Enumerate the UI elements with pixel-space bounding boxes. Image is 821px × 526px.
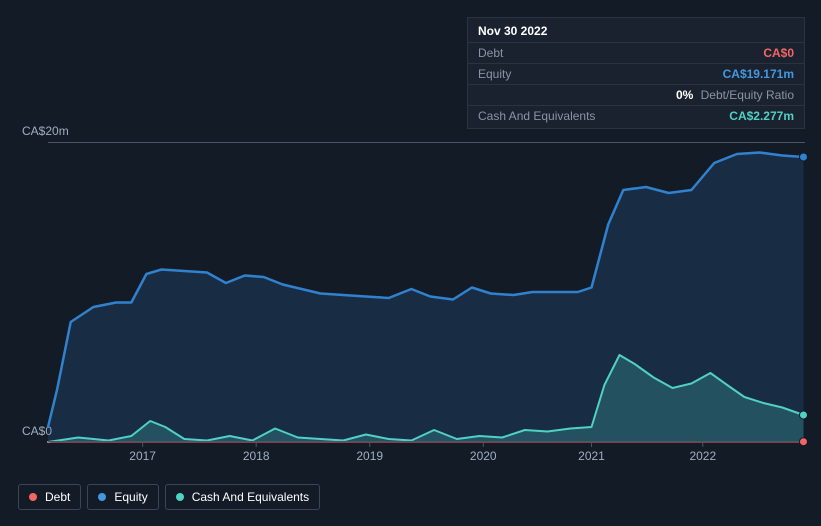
tooltip-row-value: 0% Debt/Equity Ratio — [676, 88, 794, 102]
tooltip-row-sub: Debt/Equity Ratio — [697, 88, 794, 102]
tooltip-row-label: Debt — [478, 46, 503, 60]
series-end-dot — [799, 411, 807, 419]
tooltip-date: Nov 30 2022 — [468, 24, 804, 42]
tooltip-row-label: Equity — [478, 67, 511, 81]
legend-dot — [29, 493, 37, 501]
tooltip-row-label: Cash And Equivalents — [478, 109, 595, 123]
legend-label: Debt — [45, 490, 70, 504]
chart-legend: Debt Equity Cash And Equivalents — [18, 484, 320, 510]
financials-area-chart — [48, 142, 805, 442]
tooltip-row-value: CA$2.277m — [729, 109, 794, 123]
tooltip-row-value: CA$19.171m — [723, 67, 794, 81]
x-axis-label: 2018 — [243, 449, 270, 463]
legend-label: Equity — [114, 490, 147, 504]
tooltip-row-value: CA$0 — [763, 46, 794, 60]
tooltip-row: Debt CA$0 — [468, 42, 804, 63]
series-end-dot — [799, 153, 807, 161]
series-end-dot — [799, 438, 807, 446]
tooltip-row: Equity CA$19.171m — [468, 63, 804, 84]
tooltip-row: 0% Debt/Equity Ratio — [468, 84, 804, 105]
x-axis: 2017 2018 2019 2020 2021 2022 — [48, 449, 805, 469]
legend-dot — [176, 493, 184, 501]
legend-dot — [98, 493, 106, 501]
x-axis-label: 2019 — [356, 449, 383, 463]
y-axis-label: CA$20m — [22, 124, 69, 138]
chart-tooltip: Nov 30 2022 Debt CA$0 Equity CA$19.171m 0% D… — [467, 17, 805, 129]
x-axis-label: 2020 — [470, 449, 497, 463]
x-axis-label: 2022 — [689, 449, 716, 463]
legend-item-debt[interactable]: Debt — [18, 484, 81, 510]
legend-label: Cash And Equivalents — [192, 490, 309, 504]
legend-item-equity[interactable]: Equity — [87, 484, 158, 510]
x-axis-label: 2021 — [578, 449, 605, 463]
x-axis-label: 2017 — [129, 449, 156, 463]
legend-item-cash-and-equivalents[interactable]: Cash And Equivalents — [165, 484, 320, 510]
tooltip-row: Cash And Equivalents CA$2.277m — [468, 105, 804, 126]
